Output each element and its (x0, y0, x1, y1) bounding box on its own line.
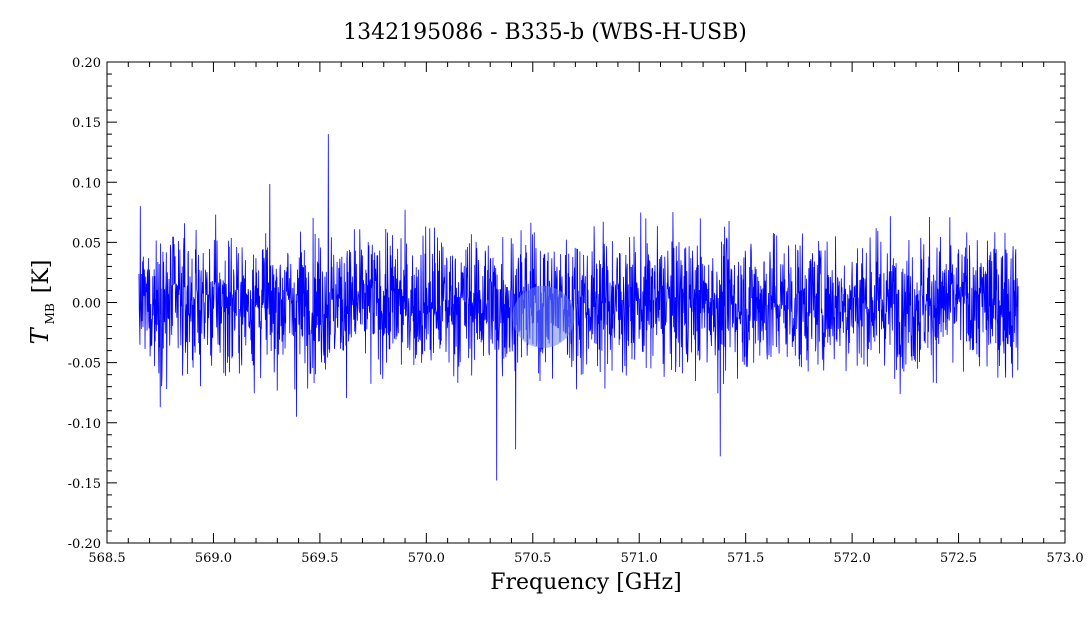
x-tick-label: 571.5 (727, 551, 764, 566)
x-tick-label: 568.5 (88, 551, 125, 566)
x-tick-label: 570.5 (514, 551, 551, 566)
y-axis-label-symbol: T (26, 326, 54, 344)
chart-title: 1342195086 - B335-b (WBS-H-USB) (343, 20, 747, 45)
x-axis-label: Frequency [GHz] (490, 570, 682, 595)
x-tick-label: 569.5 (301, 551, 338, 566)
x-tick-label: 569.0 (195, 551, 232, 566)
x-tick-label: 573.0 (1046, 551, 1083, 566)
x-tick-label: 572.5 (940, 551, 977, 566)
series-line (138, 134, 1019, 481)
highlight-marker (512, 285, 575, 348)
y-tick-label: -0.10 (68, 417, 101, 432)
y-tick-label: 0.05 (72, 236, 101, 251)
x-axis: 568.5 569.0 569.5 570.0 570.5 571.0 571.5 572.0… (88, 62, 1084, 566)
y-axis: -0.20 -0.15 -0.10 -0.05 0.00 0.05 0.10 0.15 0.20 (68, 56, 1065, 552)
y-tick-label: -0.15 (68, 477, 101, 492)
y-tick-label: 0.20 (72, 56, 101, 71)
series-layer (138, 134, 1019, 481)
y-tick-label: 0.10 (72, 176, 101, 191)
x-tick-label: 571.0 (621, 551, 658, 566)
y-tick-label: 0.00 (72, 297, 101, 312)
y-axis-label-unit: [K] (29, 260, 54, 294)
y-tick-label: -0.05 (68, 357, 101, 372)
y-axis-label-subscript: MB (43, 303, 57, 324)
x-tick-label: 570.0 (408, 551, 445, 566)
svg-text:T MB [K]: T MB [K] (26, 260, 58, 345)
x-tick-label: 572.0 (834, 551, 871, 566)
y-tick-label: -0.20 (68, 537, 101, 552)
y-tick-label: 0.15 (72, 116, 101, 131)
y-axis-label: T MB [K] (26, 260, 58, 345)
